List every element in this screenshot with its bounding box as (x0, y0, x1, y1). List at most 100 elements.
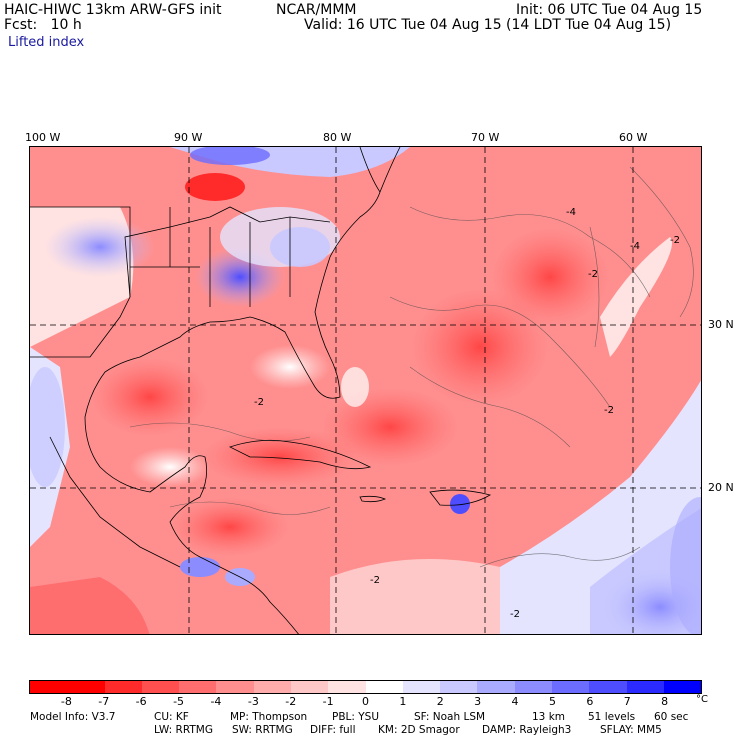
colorbar-swatch (365, 681, 403, 693)
contour-label: -2 (254, 397, 264, 408)
colorbar-swatch (402, 681, 441, 693)
contour-label: -2 (604, 405, 614, 416)
contour-label: -2 (510, 609, 520, 620)
model-info-sw: SW: RRTMG (232, 724, 293, 736)
colorbar-swatch (626, 681, 664, 693)
field-pacific-blue (30, 367, 65, 487)
field-hispaniola-blue (450, 494, 470, 514)
contour-labels: -4 -2 -4 -2 -2 -2 -2 -2 (254, 207, 680, 620)
lon-label: 70 W (471, 131, 500, 144)
model-info-res: 13 km (532, 711, 566, 723)
colorbar-swatch (253, 681, 291, 693)
field-name: Lifted index (8, 35, 85, 50)
field-interior-blue2 (270, 227, 330, 267)
colorbar-swatch (30, 681, 68, 693)
coastline-cuba (228, 439, 372, 470)
field-ca-blue (180, 557, 220, 577)
colorbar-swatch (179, 681, 217, 693)
model-info-pbl: PBL: YSU (332, 711, 380, 723)
field-west-blue (45, 217, 155, 277)
field-caribbean (330, 559, 500, 634)
colorbar-tick-label: -3 (247, 695, 259, 708)
lon-label: 100 W (25, 131, 61, 144)
lon-label: 90 W (174, 131, 203, 144)
colorbar-tick-label: -5 (173, 695, 185, 708)
colorbar-tick-label: -4 (210, 695, 222, 708)
contour-line (409, 366, 571, 448)
model-title: HAIC-HIWC 13km ARW-GFS init (4, 2, 222, 18)
field-blue-edge (670, 497, 701, 634)
lat-label: 20 N (708, 481, 734, 494)
field-white-gulf (250, 345, 330, 389)
field-hot-gulf (90, 357, 210, 437)
colorbar-tick-label: 3 (474, 695, 482, 708)
contour-line (129, 422, 311, 442)
colorbar-swatch (551, 681, 590, 693)
coastline-jamaica (359, 495, 387, 503)
contour-label: -2 (370, 575, 380, 586)
contour-label: -4 (566, 207, 576, 218)
model-info-dt: 60 sec (654, 711, 689, 723)
coastline-northeast (379, 147, 401, 193)
colorbar-tick-label: 1 (399, 695, 407, 708)
contour-line (479, 546, 641, 568)
colorbar-swatch (216, 681, 254, 693)
field-north-deep (190, 147, 270, 165)
latlon-grid (30, 147, 701, 634)
lifted-index-map: -4 -2 -4 -2 -2 -2 -2 -2 (29, 146, 702, 635)
field-hot-bermuda (410, 287, 550, 407)
colorbar-tick-label: 5 (548, 695, 556, 708)
state-borders (30, 206, 291, 307)
colorbar-tick-label: 6 (586, 695, 594, 708)
colorbar-tick-label: 0 (362, 695, 369, 708)
contour-label: -2 (670, 235, 680, 246)
colorbar-tick-label: -6 (135, 695, 147, 708)
model-info-cu: CU: KF (154, 711, 189, 723)
field-hot-pacific (30, 577, 150, 634)
model-info-sflay: SFLAY: MM5 (600, 724, 662, 736)
colorbar-swatch (290, 681, 329, 693)
colorbar-tick-label: 4 (511, 695, 519, 708)
map-canvas: -4 -2 -4 -2 -2 -2 -2 -2 (30, 147, 701, 634)
model-info-mp: MP: Thompson (230, 711, 308, 723)
coastlines (30, 147, 492, 634)
coastline-hispaniola (429, 489, 492, 506)
colorbar-tick-label: 7 (623, 695, 631, 708)
colorbar-tick-label: -8 (60, 695, 72, 708)
valid-time: Valid: 16 UTC Tue 04 Aug 15 (14 LDT Tue … (304, 17, 672, 33)
field-white-mexico (130, 447, 210, 487)
colorbar-swatch (440, 681, 478, 693)
model-info-km: KM: 2D Smagor (378, 724, 460, 736)
field-white-florida (341, 367, 369, 407)
colorbar-tick-label: 2 (436, 695, 444, 708)
lon-label: 80 W (323, 131, 352, 144)
colorbar-swatch (141, 681, 180, 693)
model-info-diff: DIFF: full (310, 724, 356, 736)
colorbar (29, 680, 702, 694)
lon-label: 60 W (619, 131, 648, 144)
colorbar-ticks: -8 -7 -6 -5 -4 -3 -2 -1 0 1 2 3 4 5 6 7 8 (29, 695, 702, 708)
contour-line (409, 206, 651, 298)
colorbar-swatch (104, 681, 142, 693)
contour-label: -4 (630, 241, 640, 252)
init-time: Init: 06 UTC Tue 04 Aug 15 (516, 2, 703, 18)
contours (129, 166, 694, 568)
forecast-hour: Fcst: 10 h (4, 17, 82, 33)
colorbar-tick-label: 8 (661, 695, 669, 708)
model-info-lw: LW: RRTMG (154, 724, 213, 736)
field-hot-north (185, 173, 245, 201)
colorbar-swatch (477, 681, 515, 693)
model-info-version: Model Info: V3.7 (30, 711, 116, 723)
model-info-levels: 51 levels (588, 711, 636, 723)
colorbar-tick-label: -1 (322, 695, 334, 708)
coastline-mexico-pacific (49, 436, 181, 568)
colorbar-unit: °C (696, 694, 708, 705)
colorbar-tick-label: -2 (285, 695, 297, 708)
coastline-gulf (84, 147, 381, 634)
colorbar-tick-label: -7 (98, 695, 110, 708)
contour-line (629, 166, 694, 318)
colorbar-swatch (67, 681, 105, 693)
model-info-damp: DAMP: Rayleigh3 (482, 724, 572, 736)
colorbar-swatch (663, 681, 702, 693)
field-hot-cuba (200, 427, 360, 487)
